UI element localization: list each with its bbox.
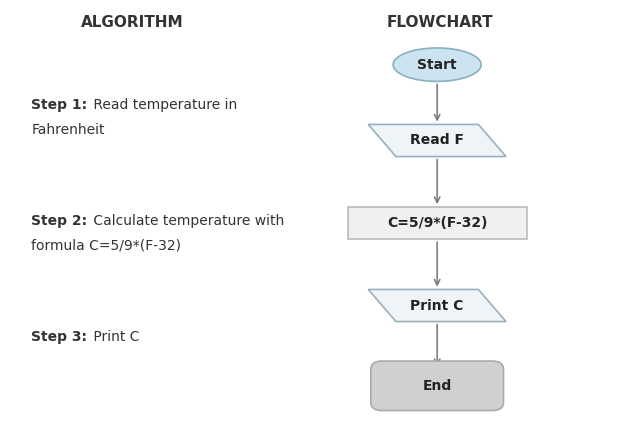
Text: ALGORITHM: ALGORITHM	[81, 15, 184, 30]
Text: Fahrenheit: Fahrenheit	[31, 123, 105, 136]
Text: Calculate temperature with: Calculate temperature with	[89, 214, 284, 228]
Text: Start: Start	[418, 58, 457, 72]
Text: Step 2:: Step 2:	[31, 214, 87, 228]
Text: formula C=5/9*(F-32): formula C=5/9*(F-32)	[31, 239, 181, 252]
FancyBboxPatch shape	[370, 361, 503, 410]
Text: C=5/9*(F-32): C=5/9*(F-32)	[387, 216, 487, 230]
Text: End: End	[423, 379, 452, 393]
Text: Read temperature in: Read temperature in	[89, 98, 238, 112]
Text: FLOWCHART: FLOWCHART	[387, 15, 494, 30]
Polygon shape	[368, 289, 506, 322]
Text: Step 1:: Step 1:	[31, 98, 87, 112]
Text: Print C: Print C	[89, 330, 140, 344]
Polygon shape	[368, 124, 506, 157]
Text: Print C: Print C	[411, 298, 464, 313]
Ellipse shape	[393, 48, 481, 82]
Text: Step 3:: Step 3:	[31, 330, 87, 344]
Bar	[347, 207, 526, 239]
Text: Read F: Read F	[410, 133, 464, 148]
